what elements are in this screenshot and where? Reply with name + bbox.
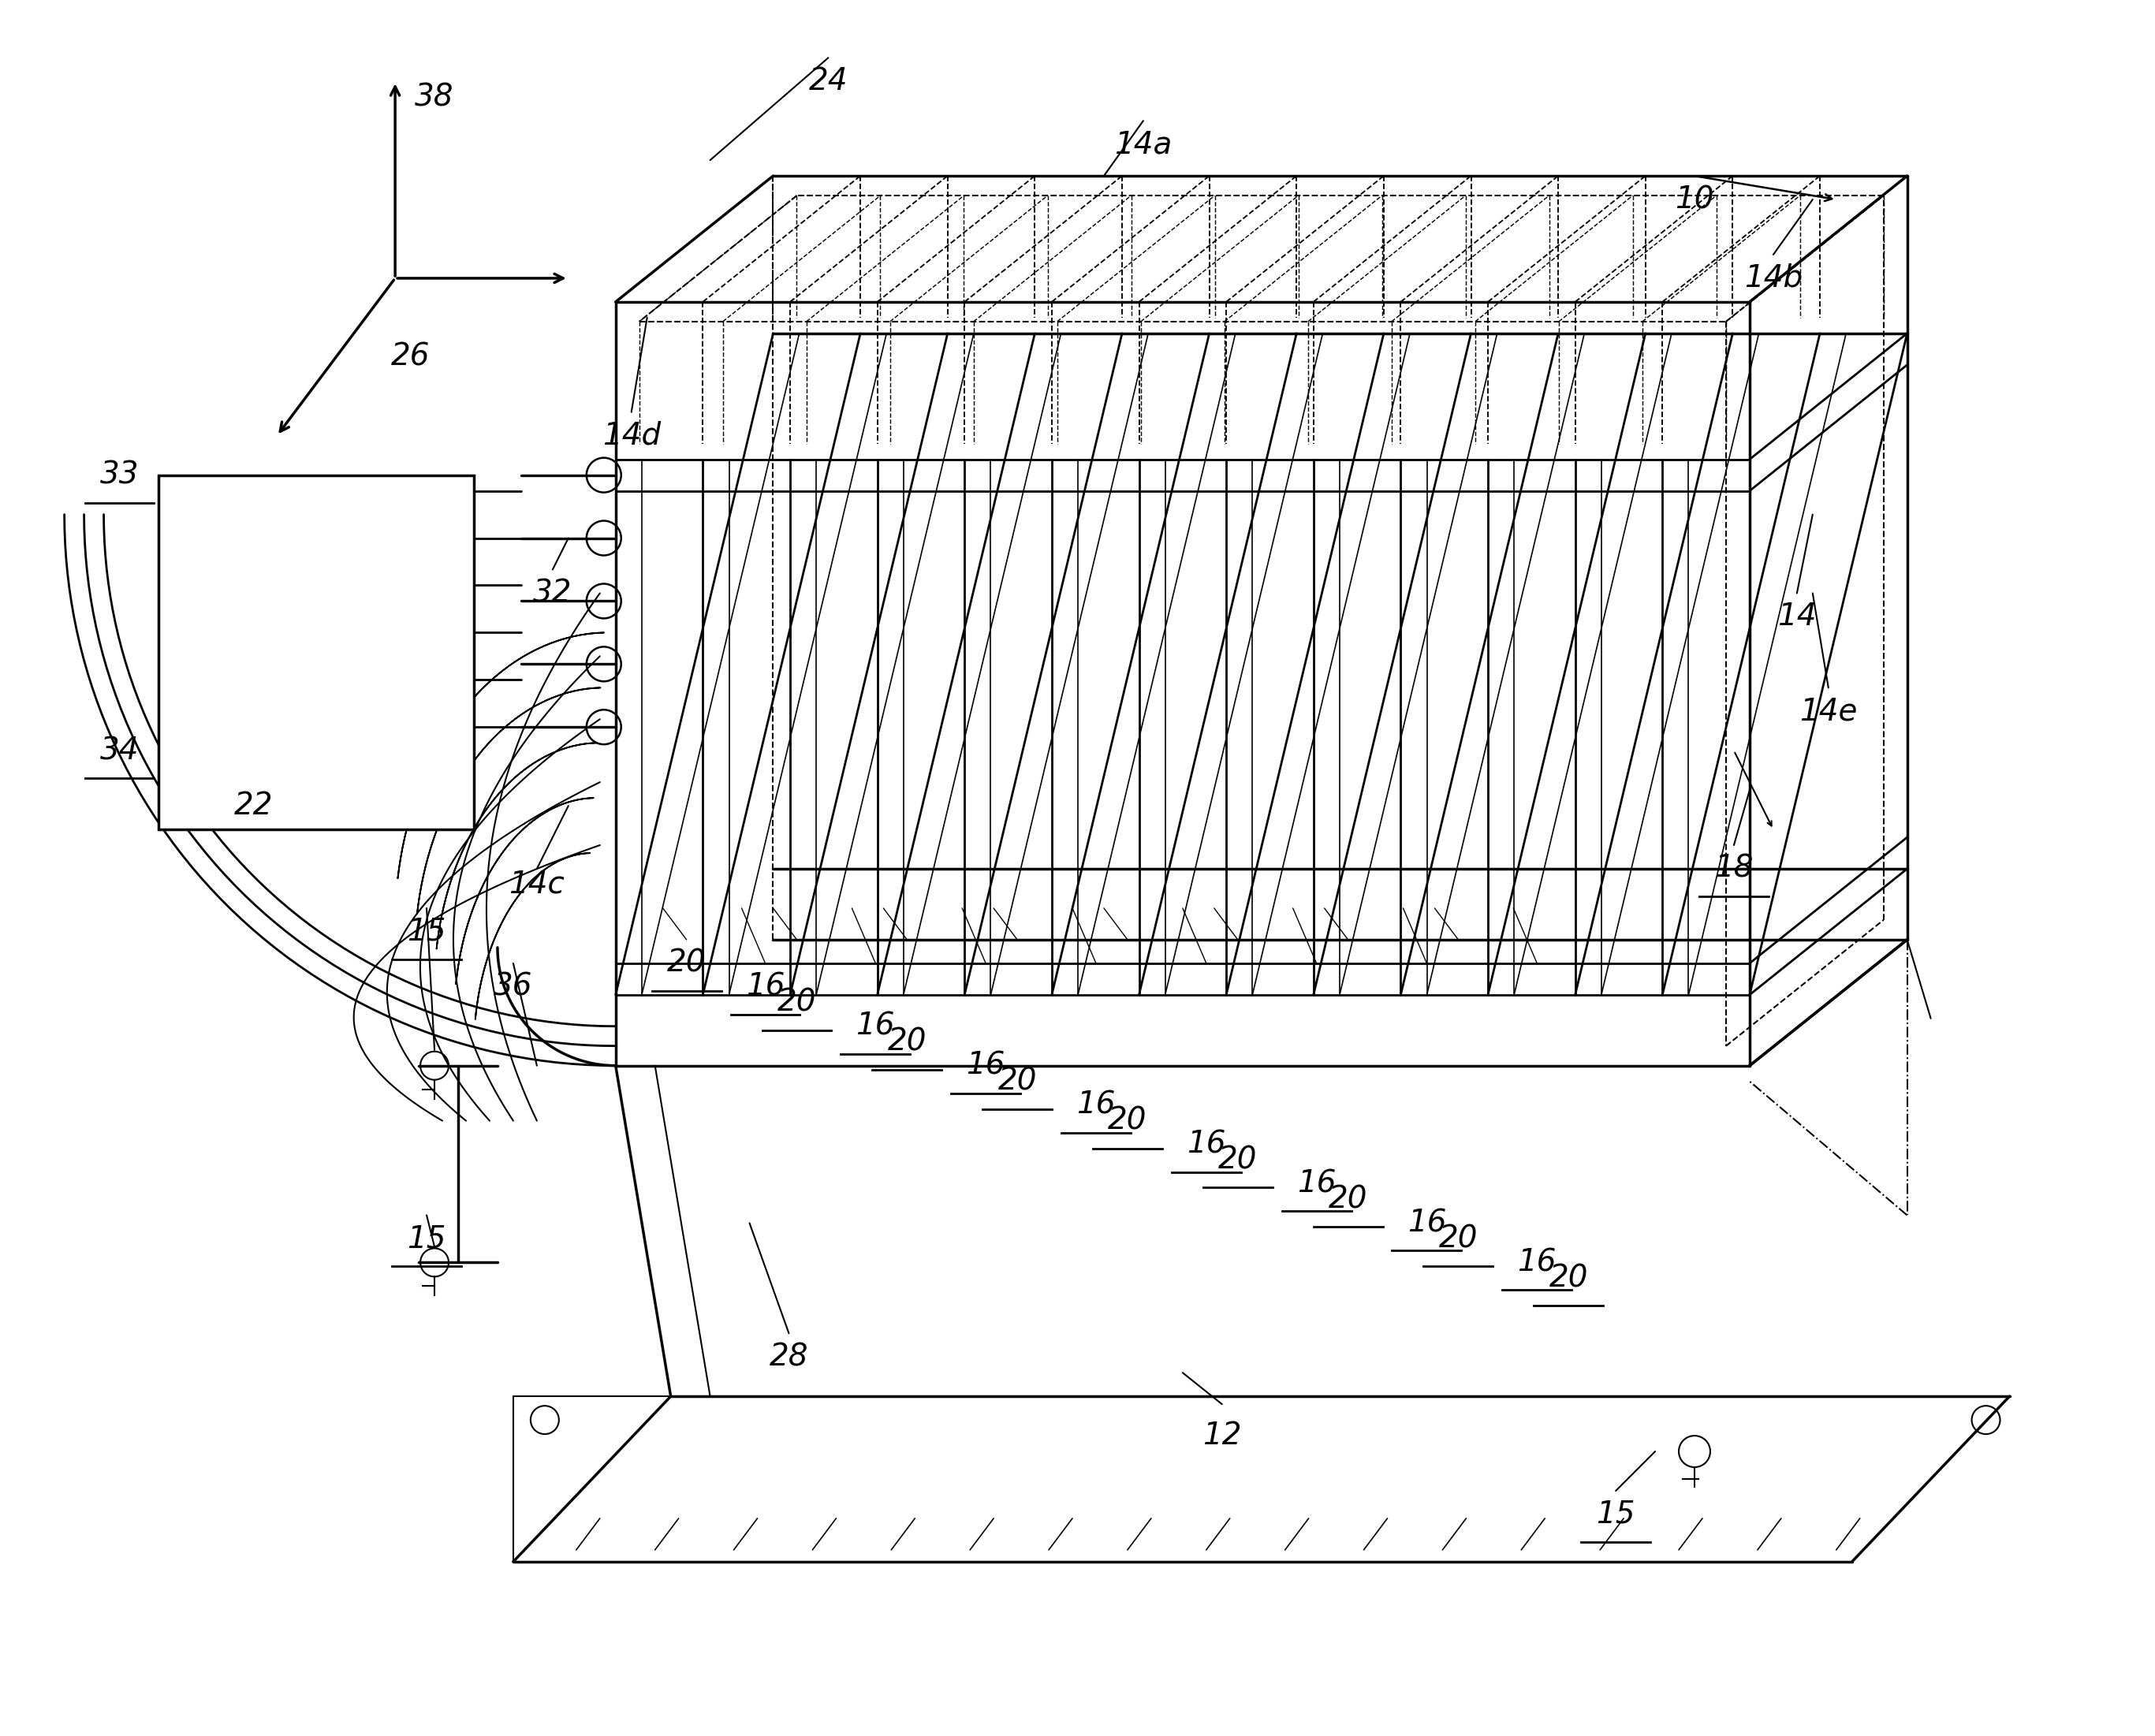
Text: 20: 20 (1327, 1184, 1368, 1215)
Text: 20: 20 (778, 988, 817, 1017)
Text: 10: 10 (1674, 184, 1713, 215)
Text: 14e: 14e (1799, 696, 1858, 726)
Text: 14c: 14c (509, 870, 565, 899)
Text: 15: 15 (407, 917, 446, 946)
Text: 24: 24 (808, 66, 847, 97)
Text: 14d: 14d (601, 420, 662, 451)
Text: 20: 20 (668, 948, 707, 979)
Text: 38: 38 (416, 82, 455, 113)
Text: 34: 34 (99, 736, 140, 766)
Text: 26: 26 (392, 342, 431, 372)
Text: 22: 22 (235, 792, 274, 821)
Text: 36: 36 (493, 972, 532, 1002)
Text: 15: 15 (1597, 1500, 1636, 1529)
Text: 14: 14 (1778, 602, 1817, 632)
Text: 16: 16 (856, 1012, 894, 1042)
Bar (159, 476, 474, 830)
Text: 16: 16 (1297, 1168, 1336, 1200)
Text: 16: 16 (746, 972, 784, 1002)
Text: 14a: 14a (1114, 130, 1172, 160)
Text: 16: 16 (1407, 1208, 1446, 1238)
Text: 16: 16 (1517, 1248, 1556, 1278)
Text: 15: 15 (407, 1224, 446, 1253)
Text: 16: 16 (965, 1050, 1004, 1080)
Text: 20: 20 (1440, 1224, 1478, 1253)
Text: 20: 20 (1108, 1106, 1146, 1135)
Text: 20: 20 (998, 1066, 1037, 1097)
Text: 28: 28 (769, 1342, 808, 1371)
Text: 20: 20 (1218, 1146, 1256, 1175)
Text: 12: 12 (1202, 1420, 1241, 1451)
Text: 14b: 14b (1743, 264, 1802, 293)
Text: 20: 20 (1549, 1264, 1588, 1293)
Text: 20: 20 (888, 1028, 927, 1057)
Text: 18: 18 (1715, 854, 1754, 884)
Text: 32: 32 (532, 578, 571, 608)
Text: 16: 16 (1078, 1090, 1116, 1120)
Text: 33: 33 (99, 460, 140, 490)
Text: 16: 16 (1187, 1130, 1226, 1160)
